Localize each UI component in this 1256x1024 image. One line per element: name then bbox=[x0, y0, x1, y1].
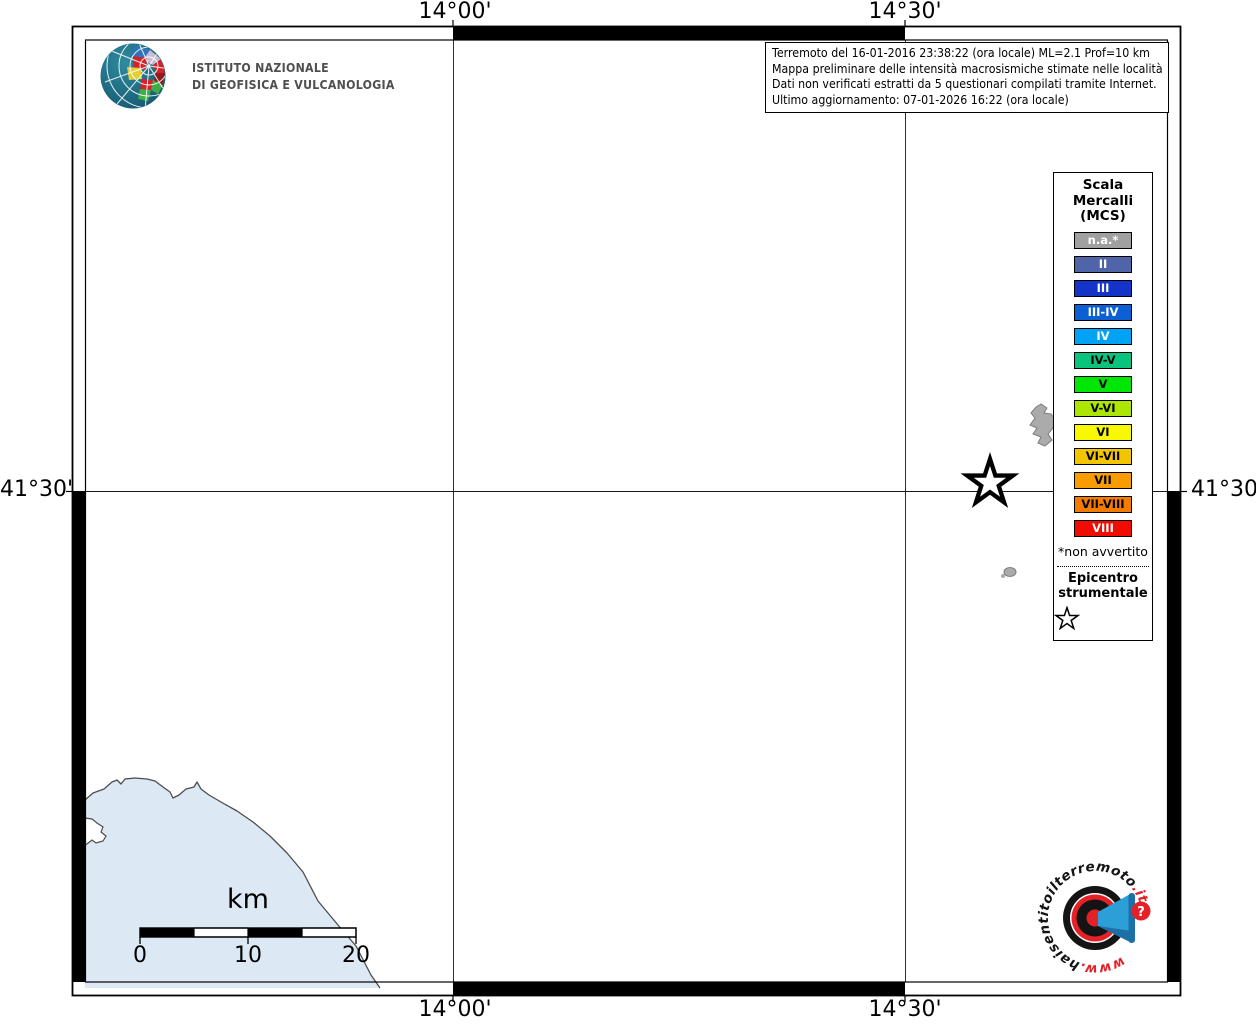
legend-item-n-a-: n.a.* bbox=[1074, 231, 1132, 249]
legend-item-iv-v: IV-V bbox=[1074, 351, 1132, 369]
earthquake-info-box: Terremoto del 16-01-2016 23:38:22 (ora l… bbox=[765, 42, 1169, 114]
info-line-map: Mappa preliminare delle intensità macros… bbox=[772, 61, 1163, 76]
scalebar-unit: km bbox=[227, 884, 269, 915]
legend-epicenter-star bbox=[1054, 605, 1152, 630]
legend-item-ii: II bbox=[1074, 255, 1132, 273]
headland-outline bbox=[84, 817, 107, 846]
legend-item-vi: VI bbox=[1074, 423, 1132, 441]
legend-swatches: n.a.* II III III-IV IV IV-V V V-VI VI VI-VII VII VI… bbox=[1054, 231, 1152, 537]
intensity-legend: Scala Mercalli (MCS) n.a.* II III III-IV IV I… bbox=[1053, 172, 1153, 641]
legend-title-line1: Scala bbox=[1082, 177, 1124, 193]
legend-item-vi-vii: VI-VII bbox=[1074, 447, 1132, 465]
legend-epicenter-line2: strumentale bbox=[1058, 586, 1148, 601]
map-frame bbox=[66, 20, 1187, 1002]
legend-item-vii-viii: VII-VIII bbox=[1074, 495, 1132, 513]
question-mark: ? bbox=[1137, 905, 1145, 920]
ingv-line2: DI GEOFISICA E VULCANOLOGIA bbox=[192, 76, 395, 92]
question-badge bbox=[1131, 901, 1151, 921]
legend-footnote: *non avvertito bbox=[1058, 543, 1148, 559]
legend-title-line3: (MCS) bbox=[1080, 208, 1126, 224]
axis-top-left: 14°00' bbox=[418, 0, 492, 24]
info-line-event: Terremoto del 16-01-2016 23:38:22 (ora l… bbox=[772, 46, 1150, 60]
island-speck bbox=[1001, 574, 1005, 578]
ingv-wordmark: ISTITUTO NAZIONALE DI GEOFISICA E VULCAN… bbox=[192, 60, 422, 93]
axis-right: 41°30' bbox=[1191, 477, 1256, 502]
legend-item-v: V bbox=[1074, 375, 1132, 393]
haisentito-logo: ? www.haisentitoilterremoto.it bbox=[1036, 859, 1151, 978]
info-line-data: Dati non verificati estratti da 5 questi… bbox=[772, 77, 1157, 92]
scalebar-tick-0: 0 bbox=[133, 943, 147, 968]
legend-separator bbox=[1057, 565, 1149, 567]
ingv-line1: ISTITUTO NAZIONALE bbox=[192, 60, 329, 75]
legend-item-viii: VIII bbox=[1074, 519, 1132, 537]
legend-item-v-vi: V-VI bbox=[1074, 399, 1132, 417]
epicenter-star bbox=[960, 452, 1020, 509]
ingv-globe-logo bbox=[100, 43, 166, 109]
sea-area bbox=[85, 778, 380, 988]
headland bbox=[85, 818, 106, 845]
legend-item-iii-iv: III-IV bbox=[1074, 303, 1132, 321]
legend-item-vii: VII bbox=[1074, 471, 1132, 489]
info-line-updated: Ultimo aggiornamento: 07-01-2026 16:22 (… bbox=[772, 92, 1069, 107]
axis-bottom-right: 14°30' bbox=[868, 997, 942, 1022]
coastline bbox=[84, 777, 381, 989]
legend-epicenter-line1: Epicentro bbox=[1068, 570, 1138, 586]
scalebar-tick-10: 10 bbox=[234, 943, 262, 968]
legend-item-iv: IV bbox=[1074, 327, 1132, 345]
axis-bottom-left: 14°00' bbox=[418, 997, 492, 1022]
island-large bbox=[1029, 403, 1057, 447]
scalebar-tick-20: 20 bbox=[342, 943, 370, 968]
island-small bbox=[1003, 567, 1017, 577]
axis-left: 41°30' bbox=[0, 477, 74, 502]
legend-item-iii: III bbox=[1074, 279, 1132, 297]
scalebar-graphic bbox=[139, 927, 357, 944]
legend-title-line2: Mercalli bbox=[1072, 192, 1134, 209]
axis-top-right: 14°30' bbox=[868, 0, 942, 24]
